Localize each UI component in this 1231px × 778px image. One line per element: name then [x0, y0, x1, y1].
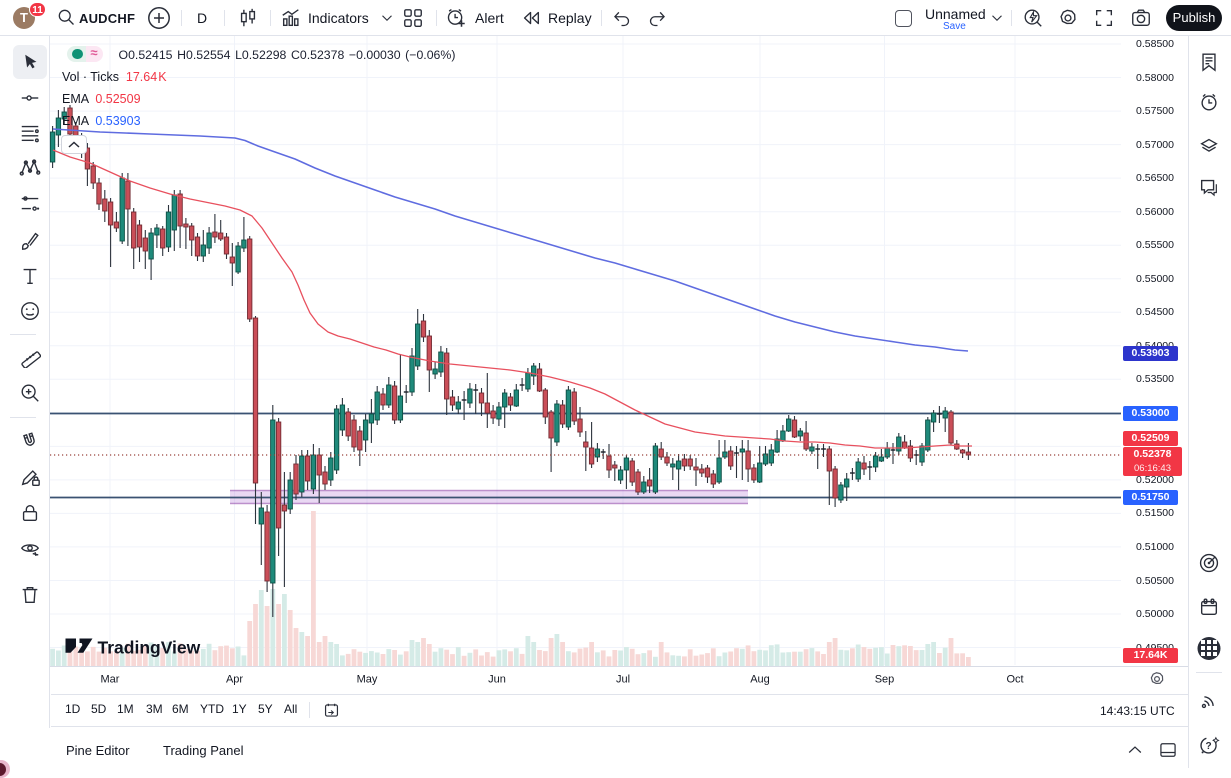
svg-text:Jun: Jun: [488, 674, 506, 686]
svg-text:Sep: Sep: [875, 674, 895, 686]
svg-text:TradingView: TradingView: [98, 638, 201, 658]
svg-text:Apr: Apr: [226, 674, 243, 686]
svg-text:Oct: Oct: [1006, 674, 1023, 686]
svg-text:May: May: [357, 674, 378, 686]
svg-text:Aug: Aug: [750, 674, 770, 686]
svg-text:Mar: Mar: [101, 674, 120, 686]
svg-text:?: ?: [1205, 741, 1211, 752]
svg-text:Jul: Jul: [616, 674, 630, 686]
